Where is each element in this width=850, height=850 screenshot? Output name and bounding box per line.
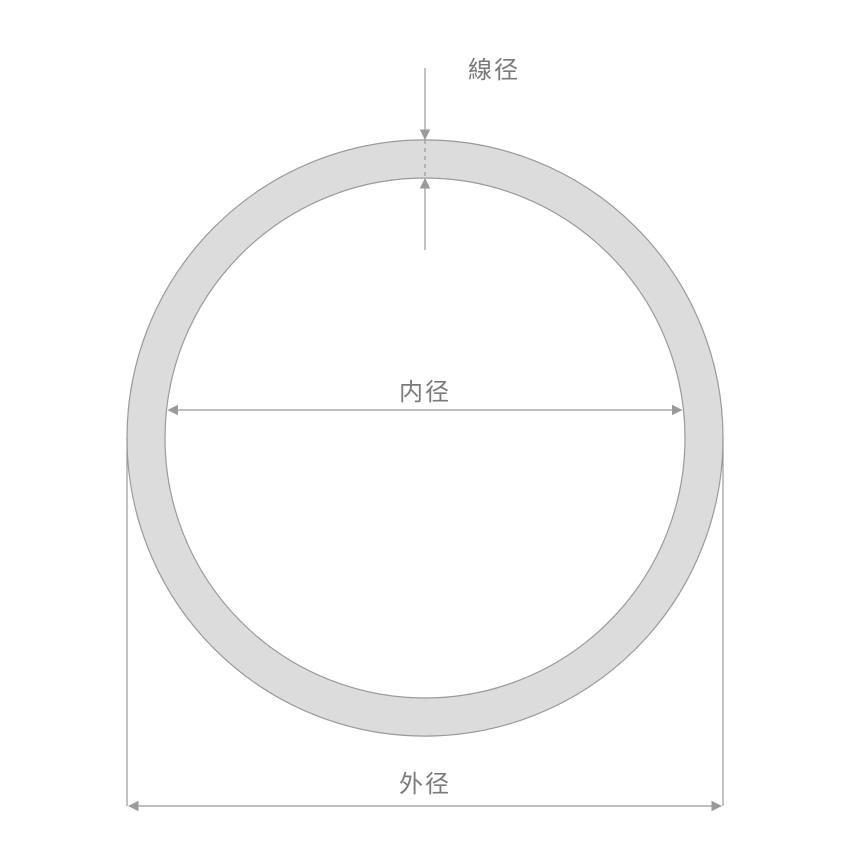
- inner-diameter-label: 内径: [399, 379, 451, 406]
- wire-diameter-label: 線径: [468, 57, 520, 84]
- outer-diameter-label: 外径: [399, 771, 451, 798]
- ring-diagram: 内径 外径 線径: [0, 0, 850, 850]
